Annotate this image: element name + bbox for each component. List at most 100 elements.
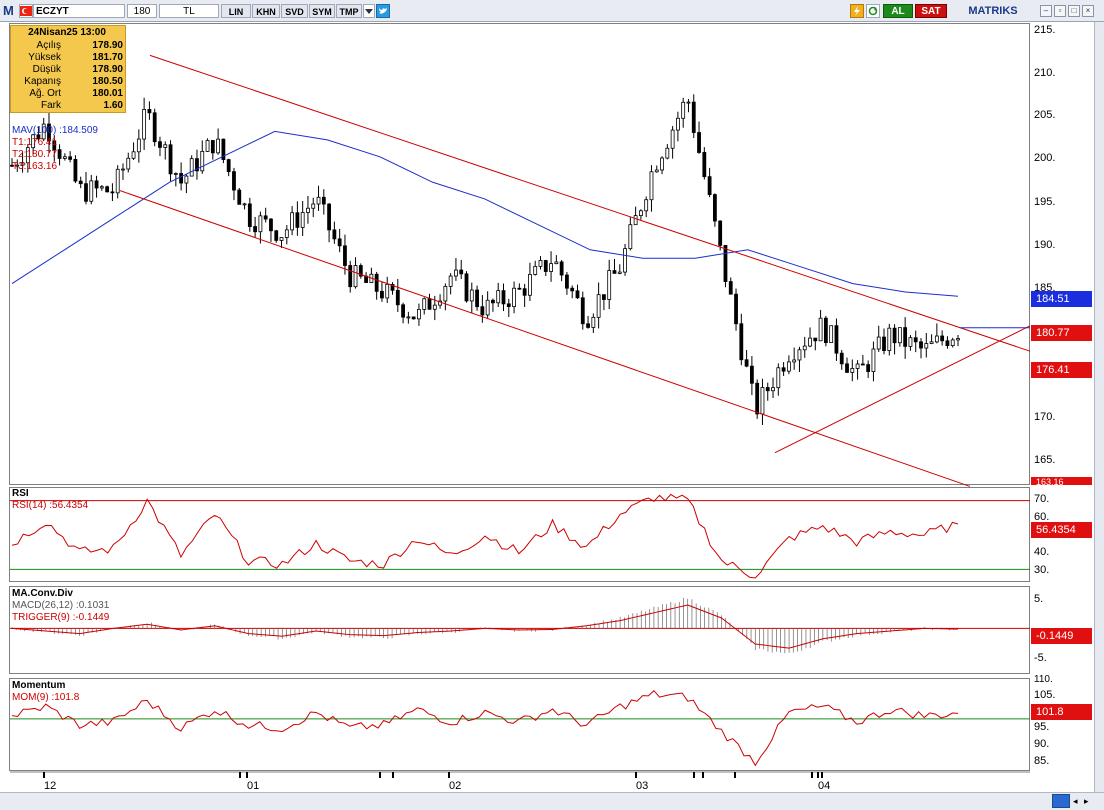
- price-candle: [385, 283, 390, 299]
- ohlc-row-close: Kapanış 180.50: [24, 76, 123, 87]
- logo-m-icon[interactable]: M: [3, 3, 14, 18]
- price-candle: [665, 147, 670, 159]
- flag-icon[interactable]: [19, 4, 33, 18]
- trigger-line: [11, 604, 959, 649]
- price-candle: [596, 294, 601, 318]
- tmp-button[interactable]: TMP: [336, 4, 362, 18]
- sym-button[interactable]: SYM: [309, 4, 335, 18]
- rsi-panel[interactable]: [9, 487, 1030, 582]
- dropdown-icon[interactable]: [363, 4, 375, 18]
- mom-legend: MOM(9) :101.8: [12, 692, 80, 703]
- price-candle: [68, 156, 73, 160]
- price-candle: [195, 158, 199, 172]
- price-candle: [559, 261, 564, 276]
- price-candle: [327, 203, 331, 231]
- price-candle: [617, 271, 622, 274]
- mom-tick: 105.: [1034, 689, 1056, 701]
- price-candle: [570, 287, 575, 292]
- buy-button[interactable]: AL: [883, 4, 913, 18]
- macd-title: MA.Conv.Div: [12, 588, 73, 599]
- refresh-icon[interactable]: [866, 4, 880, 18]
- price-candle: [903, 327, 908, 347]
- ohlc-row-low: Düşük 178.90: [32, 64, 123, 75]
- price-candle: [374, 273, 379, 292]
- price-candle: [792, 359, 797, 363]
- price-candle: [855, 363, 860, 369]
- price-candle: [216, 138, 221, 154]
- nav-right-icon[interactable]: ▸: [1084, 796, 1089, 806]
- price-candle: [427, 298, 432, 310]
- price-candle: [734, 293, 738, 325]
- settings-icon[interactable]: [1052, 794, 1070, 808]
- price-candle: [380, 290, 384, 299]
- mom-tick: 85.: [1034, 755, 1050, 767]
- price-candle: [454, 269, 458, 277]
- price-candle: [237, 189, 242, 205]
- currency-field[interactable]: TL: [159, 4, 219, 18]
- price-candle: [501, 290, 506, 305]
- price-candle: [765, 387, 770, 392]
- price-candle: [152, 112, 157, 143]
- vertical-scrollbar[interactable]: [1094, 22, 1104, 792]
- momentum-title: Momentum: [12, 680, 66, 691]
- momentum-panel[interactable]: [9, 678, 1030, 771]
- price-candle: [491, 299, 495, 304]
- x-tick-02: 02: [449, 780, 462, 792]
- ohlc-row-avg: Ağ. Ort 180.01: [29, 88, 123, 99]
- price-candle: [623, 248, 627, 273]
- period-field[interactable]: 180: [127, 4, 157, 18]
- price-candle: [670, 129, 675, 149]
- price-candle: [242, 203, 247, 206]
- price-candle: [210, 140, 215, 154]
- price-candle: [448, 275, 453, 287]
- price-candle: [887, 327, 892, 351]
- price-candle: [126, 157, 131, 170]
- price-candle: [84, 183, 88, 202]
- price-tick: 195.: [1034, 196, 1056, 208]
- price-candle: [892, 327, 897, 344]
- price-candle: [528, 274, 532, 296]
- price-candle: [311, 203, 316, 209]
- khn-button[interactable]: KHN: [252, 4, 280, 18]
- price-candle: [401, 304, 405, 318]
- twitter-icon[interactable]: [376, 4, 390, 18]
- rsi-line: [11, 493, 959, 579]
- maximize-icon[interactable]: □: [1068, 5, 1080, 17]
- price-candle: [586, 323, 590, 328]
- lin-button[interactable]: LIN: [221, 4, 251, 18]
- minimize-icon[interactable]: –: [1040, 5, 1052, 17]
- price-candle: [258, 215, 263, 233]
- price-candle: [10, 164, 14, 167]
- mom-tick: 110.: [1034, 674, 1053, 685]
- price-candle: [348, 265, 353, 288]
- price-candle: [554, 261, 559, 265]
- price-candle: [168, 144, 173, 175]
- price-candle: [612, 270, 617, 274]
- price-candle: [110, 191, 115, 194]
- price-candle: [417, 308, 421, 320]
- price-candle: [200, 151, 205, 172]
- price-candle: [189, 158, 194, 177]
- rsi-legend: RSI(14) :56.4354: [12, 500, 89, 511]
- close-icon[interactable]: ×: [1082, 5, 1094, 17]
- price-candle: [755, 382, 760, 415]
- svd-button[interactable]: SVD: [281, 4, 308, 18]
- lightning-icon[interactable]: [850, 4, 864, 18]
- price-candle: [929, 341, 934, 344]
- price-candle: [882, 336, 886, 351]
- price-panel[interactable]: [9, 23, 1030, 485]
- price-candle: [121, 168, 125, 171]
- restore-icon[interactable]: ▫: [1054, 5, 1066, 17]
- price-candle: [686, 101, 691, 104]
- price-tick: 170.: [1034, 411, 1056, 423]
- nav-left-icon[interactable]: ◂: [1073, 796, 1078, 806]
- price-candle: [321, 196, 326, 205]
- sell-button[interactable]: SAT: [915, 4, 947, 18]
- symbol-field[interactable]: ECZYT: [33, 4, 125, 18]
- price-candle: [459, 269, 464, 275]
- price-candle: [728, 281, 733, 295]
- price-candle: [533, 265, 538, 275]
- price-candle: [543, 260, 548, 272]
- price-candle: [395, 289, 400, 306]
